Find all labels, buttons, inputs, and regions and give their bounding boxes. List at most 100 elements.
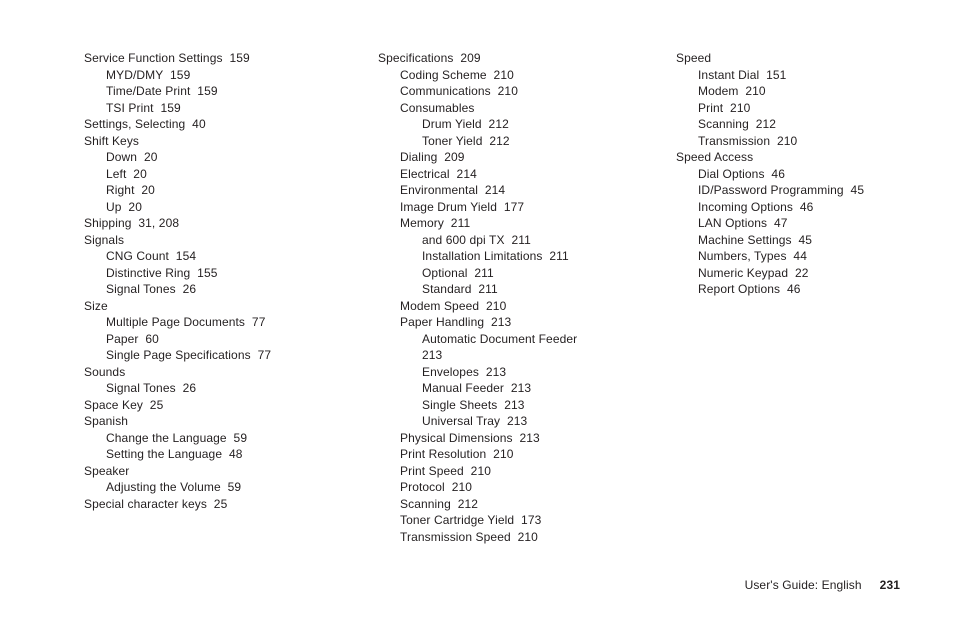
index-entry: Setting the Language 48	[84, 446, 350, 463]
index-entry: ID/Password Programming 45	[676, 182, 906, 199]
index-term: Toner Cartridge Yield	[400, 513, 514, 527]
index-entry: Machine Settings 45	[676, 232, 906, 249]
index-page-ref: 210	[723, 101, 750, 115]
index-page-ref: 173	[514, 513, 541, 527]
index-term: Standard	[422, 282, 472, 296]
index-entry: Right 20	[84, 182, 350, 199]
index-entry: Speed	[676, 50, 906, 67]
index-entry: Signal Tones 26	[84, 380, 350, 397]
index-entry: Signal Tones 26	[84, 281, 350, 298]
index-term: Communications	[400, 84, 491, 98]
index-entry: Numbers, Types 44	[676, 248, 906, 265]
index-term: Right	[106, 183, 135, 197]
index-page: Service Function Settings 159MYD/DMY 159…	[0, 0, 954, 545]
footer-page-number: 231	[880, 578, 900, 592]
index-page-ref: 211	[542, 249, 568, 263]
index-entry: Numeric Keypad 22	[676, 265, 906, 282]
index-term: Size	[84, 299, 108, 313]
index-term: Print Resolution	[400, 447, 486, 461]
index-term: Distinctive Ring	[106, 266, 190, 280]
index-page-ref: 212	[482, 134, 509, 148]
index-page-ref: 209	[437, 150, 464, 164]
index-page-ref: 209	[453, 51, 480, 65]
index-term: Numbers, Types	[698, 249, 787, 263]
index-term: Scanning	[400, 497, 451, 511]
index-entry: Coding Scheme 210	[378, 67, 648, 84]
index-page-ref: 25	[207, 497, 227, 511]
index-page-ref: 210	[464, 464, 491, 478]
index-term: Signal Tones	[106, 381, 176, 395]
index-page-ref: 48	[222, 447, 242, 461]
index-term: Modem Speed	[400, 299, 479, 313]
index-term: Print	[698, 101, 723, 115]
index-term: Installation Limitations	[422, 249, 542, 263]
index-term: CNG Count	[106, 249, 169, 263]
index-term: Instant Dial	[698, 68, 759, 82]
index-page-ref: 211	[472, 282, 498, 296]
index-page-ref: 159	[154, 101, 181, 115]
index-entry: Special character keys 25	[84, 496, 350, 513]
index-page-ref: 45	[792, 233, 812, 247]
index-page-ref: 40	[185, 117, 205, 131]
index-term: Drum Yield	[422, 117, 482, 131]
index-entry: Standard 211	[378, 281, 648, 298]
index-entry: Protocol 210	[378, 479, 648, 496]
index-entry: Modem Speed 210	[378, 298, 648, 315]
index-entry: Print Speed 210	[378, 463, 648, 480]
index-entry: Signals	[84, 232, 350, 249]
index-term: Multiple Page Documents	[106, 315, 245, 329]
index-term: Sounds	[84, 365, 125, 379]
index-entry: Single Page Specifications 77	[84, 347, 350, 364]
index-term: Numeric Keypad	[698, 266, 788, 280]
index-term: Image Drum Yield	[400, 200, 497, 214]
index-entry: Optional 211	[378, 265, 648, 282]
index-page-ref: 177	[497, 200, 524, 214]
index-entry: Distinctive Ring 155	[84, 265, 350, 282]
index-page-ref: 213	[484, 315, 511, 329]
index-entry: Report Options 46	[676, 281, 906, 298]
index-page-ref: 46	[765, 167, 785, 181]
index-term: Universal Tray	[422, 414, 500, 428]
index-page-ref: 211	[505, 233, 531, 247]
index-entry: Dialing 209	[378, 149, 648, 166]
index-page-ref: 77	[245, 315, 265, 329]
index-entry: Transmission Speed 210	[378, 529, 648, 546]
index-term: Print Speed	[400, 464, 464, 478]
index-page-ref: 31, 208	[132, 216, 180, 230]
index-entry: Change the Language 59	[84, 430, 350, 447]
index-entry: Drum Yield 212	[378, 116, 648, 133]
index-term: Left	[106, 167, 126, 181]
index-entry: Print Resolution 210	[378, 446, 648, 463]
index-page-ref: 210	[511, 530, 538, 544]
index-term: Envelopes	[422, 365, 479, 379]
index-entry: Time/Date Print 159	[84, 83, 350, 100]
index-entry: Scanning 212	[378, 496, 648, 513]
index-term: Single Sheets	[422, 398, 497, 412]
index-column-3: SpeedInstant Dial 151Modem 210Print 210S…	[676, 50, 906, 545]
index-term: MYD/DMY	[106, 68, 163, 82]
index-page-ref: 20	[135, 183, 155, 197]
index-term: Service Function Settings	[84, 51, 223, 65]
index-page-ref: 46	[780, 282, 800, 296]
index-term: Scanning	[698, 117, 749, 131]
index-entry: Communications 210	[378, 83, 648, 100]
index-entry: Multiple Page Documents 77	[84, 314, 350, 331]
index-term: Down	[106, 150, 137, 164]
index-term: Electrical	[400, 167, 450, 181]
index-term: Optional	[422, 266, 468, 280]
index-page-ref: 20	[122, 200, 142, 214]
index-entry: Size	[84, 298, 350, 315]
index-entry: Image Drum Yield 177	[378, 199, 648, 216]
index-term: and 600 dpi TX	[422, 233, 505, 247]
index-entry: Settings, Selecting 40	[84, 116, 350, 133]
index-term: Coding Scheme	[400, 68, 487, 82]
index-entry: Electrical 214	[378, 166, 648, 183]
index-page-ref: 210	[487, 68, 514, 82]
index-term: Settings, Selecting	[84, 117, 185, 131]
index-page-ref: 212	[451, 497, 478, 511]
index-page-ref: 213	[497, 398, 524, 412]
index-term: Dialing	[400, 150, 437, 164]
index-term: ID/Password Programming	[698, 183, 844, 197]
index-page-ref: 210	[739, 84, 766, 98]
index-page-ref: 213	[504, 381, 531, 395]
